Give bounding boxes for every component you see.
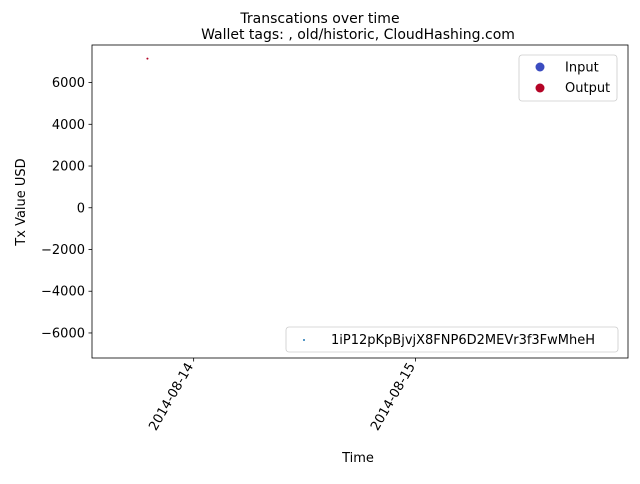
y-tick-label: −6000 [41, 326, 85, 341]
y-tick-label: 4000 [52, 118, 85, 133]
legend-direction: Input Output [518, 54, 618, 102]
y-tick-label: −2000 [41, 243, 85, 258]
legend-wallet-marker [303, 339, 305, 341]
y-axis-label: Tx Value USD [14, 158, 29, 246]
legend-wallet-frame [285, 326, 619, 353]
y-tick-label: 6000 [52, 76, 85, 91]
data-point [146, 57, 149, 60]
legend-output-label: Output [565, 81, 610, 96]
y-tick-label: 2000 [52, 160, 85, 175]
chart-subtitle: Wallet tags: , old/historic, CloudHashin… [201, 27, 515, 43]
y-axis-ticks: −6000 −4000 −2000 0 2000 4000 6000 [41, 76, 92, 341]
legend-wallet: 1iP12pKpBjvjX8FNP6D2MEVr3f3FwMheH [285, 326, 619, 353]
x-tick-label: 2014-08-14 [146, 361, 197, 434]
x-tick-label: 2014-08-15 [368, 361, 419, 434]
data-points [146, 57, 149, 60]
x-axis-ticks: 2014-08-14 2014-08-15 [146, 358, 419, 433]
chart-title: Transcations over time [239, 11, 399, 27]
legend-input-marker [535, 62, 545, 72]
legend-input-label: Input [565, 61, 599, 76]
legend-wallet-label: 1iP12pKpBjvjX8FNP6D2MEVr3f3FwMheH [331, 333, 595, 348]
y-tick-label: 0 [77, 201, 85, 216]
plot-area-frame [91, 44, 629, 359]
legend-output-marker [535, 83, 545, 93]
y-tick-label: −4000 [41, 285, 85, 300]
x-axis-label: Time [341, 451, 374, 466]
